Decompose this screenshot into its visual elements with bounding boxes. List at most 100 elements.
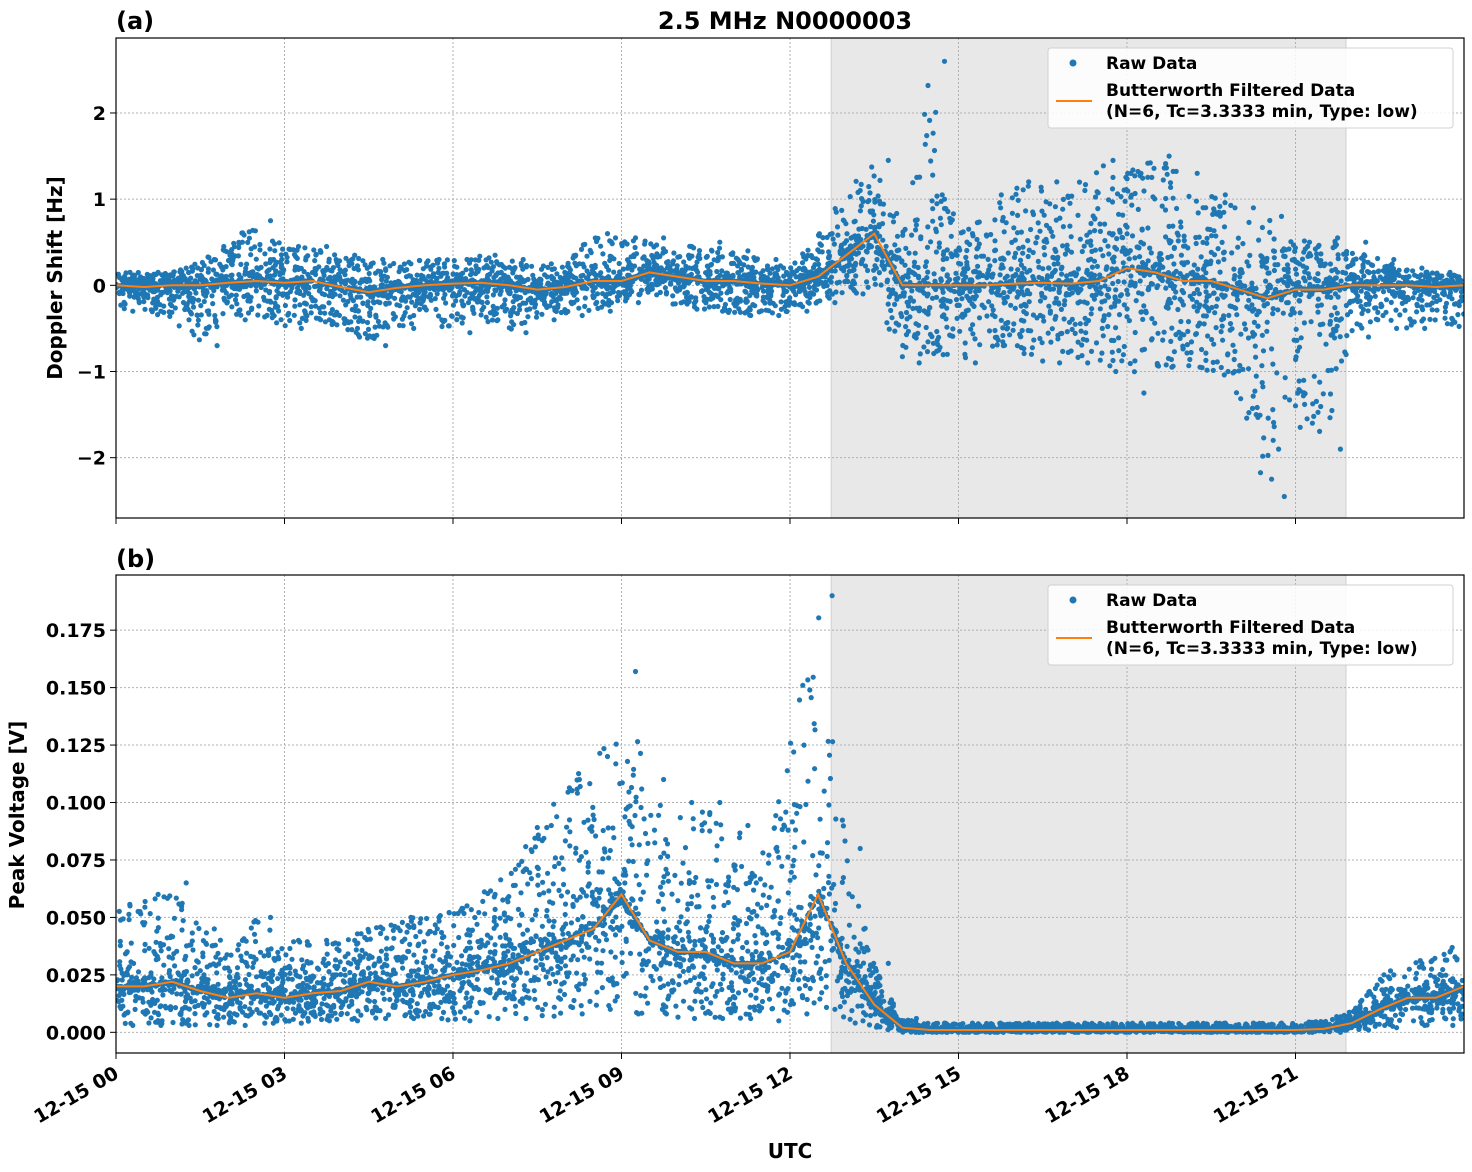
raw-point: [670, 293, 676, 299]
raw-point: [188, 275, 194, 281]
raw-point: [1113, 325, 1119, 331]
raw-point: [511, 267, 517, 273]
raw-point: [366, 270, 372, 277]
raw-point: [392, 295, 398, 301]
raw-point: [1180, 302, 1186, 308]
raw-point: [1327, 321, 1333, 327]
raw-point: [1129, 192, 1135, 198]
raw-point: [395, 279, 401, 285]
raw-point: [1075, 339, 1081, 345]
raw-point: [294, 289, 300, 295]
raw-point: [876, 224, 882, 230]
raw-point: [1334, 310, 1340, 316]
raw-point: [724, 308, 730, 314]
raw-point: [746, 271, 753, 277]
raw-point: [1138, 309, 1144, 315]
raw-point: [328, 310, 334, 316]
raw-point: [1156, 254, 1162, 260]
raw-point: [1250, 205, 1256, 211]
raw-point: [1140, 316, 1146, 322]
raw-point: [1026, 179, 1032, 185]
raw-point: [1220, 337, 1226, 343]
raw-point: [839, 207, 845, 213]
raw-point: [1221, 256, 1227, 262]
raw-point: [848, 243, 854, 249]
raw-point: [1205, 333, 1211, 339]
raw-point: [1167, 282, 1173, 289]
raw-point: [142, 306, 148, 312]
raw-point: [1210, 211, 1216, 217]
raw-point: [291, 312, 297, 318]
raw-point: [370, 299, 376, 305]
raw-point: [1286, 397, 1293, 403]
raw-point: [893, 320, 899, 326]
raw-point: [760, 268, 766, 274]
raw-point: [832, 300, 838, 306]
raw-point: [312, 271, 319, 278]
raw-point: [936, 240, 943, 246]
raw-point: [797, 288, 803, 294]
raw-point: [1299, 256, 1306, 262]
raw-point: [267, 246, 273, 252]
raw-point: [282, 302, 288, 309]
raw-point: [614, 282, 620, 288]
raw-point: [1083, 330, 1089, 336]
raw-point: [992, 258, 998, 264]
raw-point: [1059, 271, 1065, 277]
raw-point: [654, 242, 660, 248]
raw-point: [302, 245, 308, 251]
raw-point: [1358, 288, 1364, 294]
raw-point: [924, 133, 930, 139]
raw-point: [1128, 273, 1134, 279]
raw-point: [1282, 375, 1288, 381]
raw-point: [409, 299, 415, 305]
raw-point: [1028, 351, 1035, 357]
raw-point: [1067, 200, 1073, 206]
raw-point: [270, 257, 276, 263]
raw-point: [273, 268, 279, 274]
raw-point: [1193, 240, 1199, 247]
raw-point: [283, 251, 289, 257]
raw-point: [912, 250, 918, 256]
raw-point: [872, 276, 878, 282]
raw-point: [1166, 153, 1172, 159]
raw-point: [868, 244, 875, 250]
raw-point: [860, 198, 866, 205]
raw-point: [649, 252, 655, 259]
raw-point: [732, 303, 738, 309]
raw-point: [1117, 229, 1123, 235]
raw-point: [1011, 225, 1017, 231]
raw-point: [1154, 360, 1160, 367]
raw-point: [1053, 313, 1059, 320]
raw-point: [934, 337, 940, 343]
raw-point: [1125, 250, 1131, 256]
raw-point: [1229, 250, 1235, 256]
raw-point: [934, 201, 940, 207]
raw-point: [1060, 348, 1066, 354]
raw-point: [1317, 379, 1323, 385]
raw-point: [1255, 323, 1261, 329]
raw-point: [1102, 238, 1108, 244]
raw-point: [775, 267, 781, 273]
raw-point: [772, 273, 778, 280]
raw-point: [609, 241, 615, 247]
raw-point: [1160, 337, 1166, 343]
raw-point: [1308, 319, 1314, 325]
raw-point: [527, 306, 533, 312]
raw-point: [1271, 267, 1277, 274]
raw-point: [426, 273, 432, 279]
raw-point: [632, 244, 638, 251]
raw-point: [272, 262, 278, 268]
raw-point: [1267, 229, 1273, 235]
raw-point: [820, 235, 826, 241]
raw-point: [567, 267, 574, 273]
raw-point: [364, 319, 371, 326]
raw-point: [959, 289, 966, 295]
raw-point: [397, 265, 403, 271]
raw-point: [884, 320, 890, 326]
raw-point: [1296, 378, 1302, 384]
raw-point: [514, 274, 520, 280]
raw-point: [1270, 407, 1276, 413]
raw-point: [490, 292, 496, 298]
